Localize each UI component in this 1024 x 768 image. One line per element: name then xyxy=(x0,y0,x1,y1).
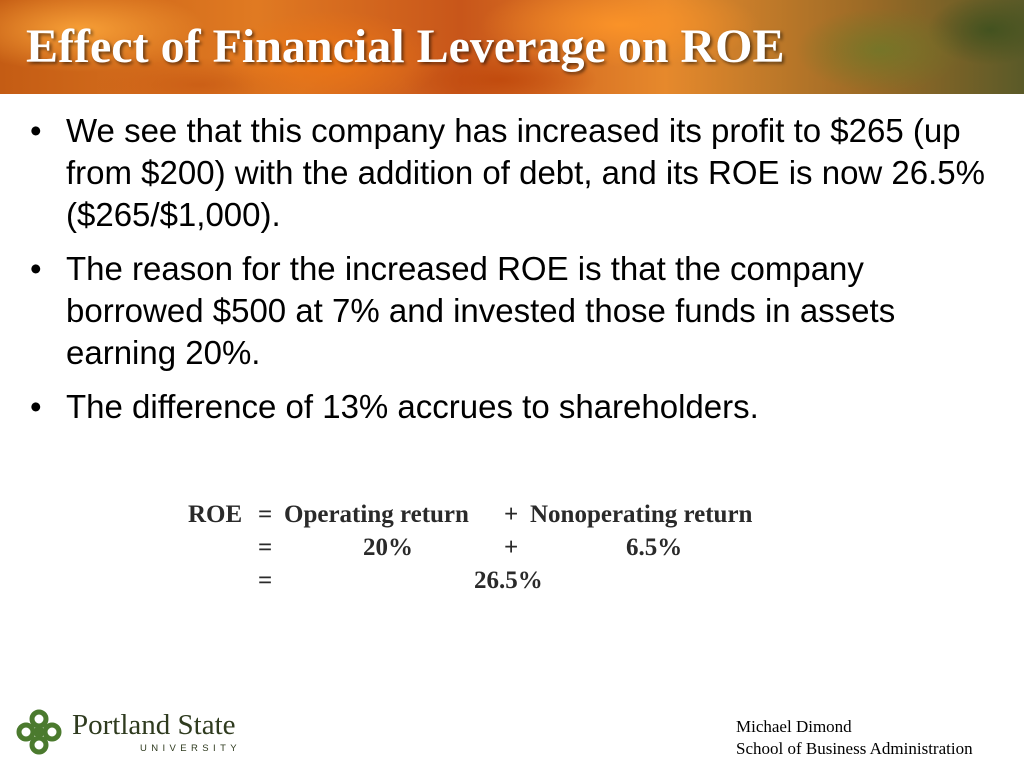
bullet-text: We see that this company has increased i… xyxy=(66,112,986,233)
title-banner: Effect of Financial Leverage on ROE xyxy=(0,0,1024,94)
bullet-marker: • xyxy=(30,112,42,149)
formula-operating-value: 20% xyxy=(363,534,413,561)
formula-operating-label: Operating return xyxy=(284,501,469,528)
bullet-list: • We see that this company has increased… xyxy=(30,110,1005,440)
formula-nonoperating-label: Nonoperating return xyxy=(530,501,753,528)
psu-logo: Portland State UNIVERSITY xyxy=(16,707,256,757)
department-name: School of Business Administration xyxy=(736,739,973,758)
formula-equals: = xyxy=(258,534,273,561)
bullet-item: • We see that this company has increased… xyxy=(30,110,1005,236)
formula-equals: = xyxy=(258,501,273,528)
psu-logo-icon xyxy=(16,709,62,755)
roe-formula: ROE = Operating return + Nonoperating re… xyxy=(188,499,808,609)
bullet-text: The difference of 13% accrues to shareho… xyxy=(66,388,759,425)
bullet-item: • The difference of 13% accrues to share… xyxy=(30,386,1005,428)
formula-result: 26.5% xyxy=(474,567,543,594)
bullet-marker: • xyxy=(30,250,42,287)
bullet-text: The reason for the increased ROE is that… xyxy=(66,250,896,371)
bullet-item: • The reason for the increased ROE is th… xyxy=(30,248,1005,374)
formula-plus: + xyxy=(504,534,519,561)
psu-logo-subtitle: UNIVERSITY xyxy=(140,743,242,754)
author-credit: Michael Dimond School of Business Admini… xyxy=(736,716,1021,760)
bullet-marker: • xyxy=(30,388,42,425)
author-name: Michael Dimond xyxy=(736,717,852,736)
formula-lhs: ROE xyxy=(188,501,243,528)
formula-plus: + xyxy=(504,501,519,528)
formula-nonoperating-value: 6.5% xyxy=(626,534,683,561)
slide-title: Effect of Financial Leverage on ROE xyxy=(26,20,785,73)
psu-logo-name: Portland State xyxy=(72,709,236,741)
formula-equals: = xyxy=(258,567,273,594)
